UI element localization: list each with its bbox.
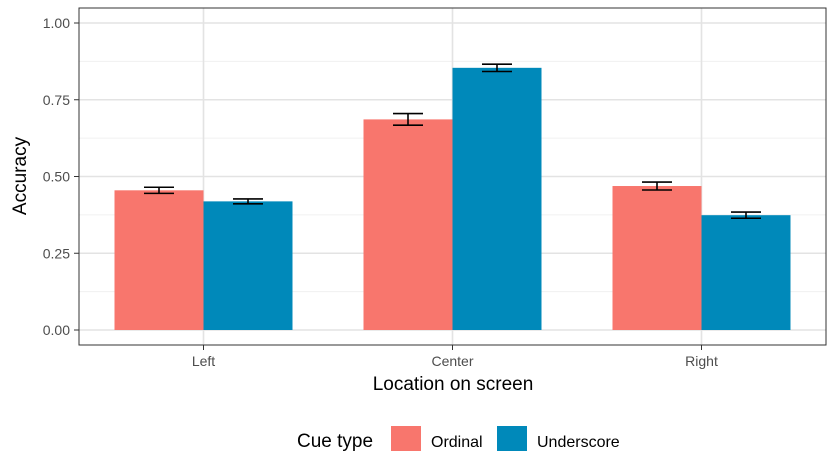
bar-ordinal-left (114, 190, 204, 330)
legend-key-ordinal (391, 426, 421, 451)
bar-ordinal-center (363, 119, 453, 330)
bar-ordinal-right (612, 186, 702, 330)
legend-title: Cue type (297, 431, 373, 451)
x-tick-label: Center (431, 353, 473, 369)
bar-underscore-left (203, 201, 293, 330)
x-tick-label: Right (685, 353, 718, 369)
bar-underscore-right (701, 215, 791, 330)
y-tick-label: 0.50 (43, 169, 70, 185)
y-axis-title: Accuracy (10, 136, 31, 215)
y-tick-label: 0.75 (43, 92, 70, 108)
y-tick-label: 0.00 (43, 322, 70, 338)
y-tick-label: 1.00 (43, 15, 70, 31)
bar-underscore-center (452, 67, 542, 331)
y-tick-label: 0.25 (43, 245, 70, 261)
x-tick-label: Left (192, 353, 215, 369)
x-axis-title: Location on screen (373, 374, 534, 395)
legend-key-underscore (497, 426, 527, 451)
legend: Cue type Ordinal Underscore (297, 426, 620, 452)
legend-label-ordinal: Ordinal (431, 434, 483, 451)
error-bar-layer (144, 63, 761, 220)
axis-layer: 0.00 0.25 0.50 0.75 1.00 Left Center Right (43, 15, 718, 369)
legend-label-underscore: Underscore (537, 434, 620, 451)
bar-layer (114, 67, 791, 331)
